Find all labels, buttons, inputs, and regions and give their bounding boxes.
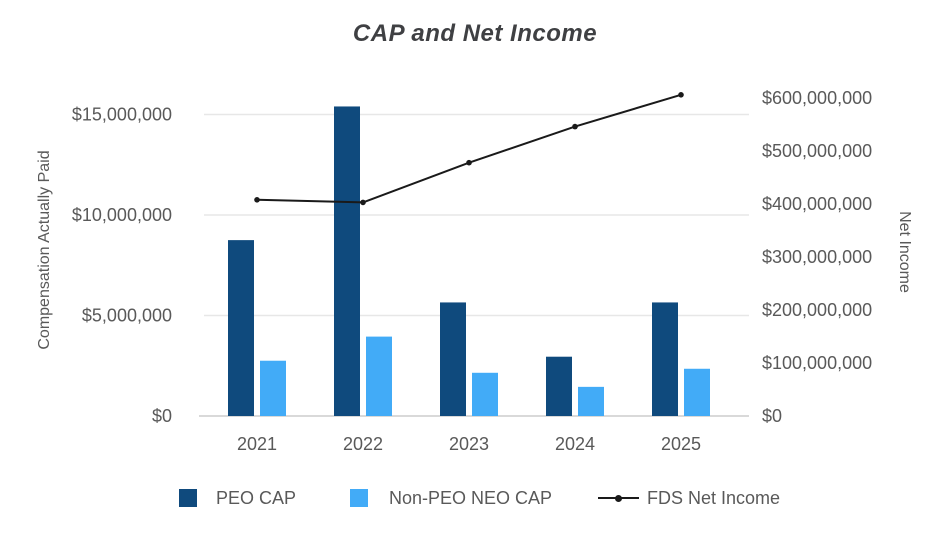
legend-label-non-peo-neo-cap: Non-PEO NEO CAP bbox=[389, 487, 553, 508]
right-axis-tick-label: $0 bbox=[762, 406, 782, 426]
net-income-line bbox=[256, 93, 682, 204]
bar-peo-cap-2024 bbox=[546, 356, 572, 416]
left-axis-tick-label: $5,000,000 bbox=[82, 306, 172, 326]
legend-item-peo-cap: PEO CAP bbox=[179, 487, 296, 509]
bar-peo-cap-2021 bbox=[228, 240, 254, 416]
right-axis-tick-label: $100,000,000 bbox=[762, 353, 872, 373]
bar-peo-cap-2022 bbox=[334, 106, 360, 417]
net-income-marker-2024 bbox=[572, 123, 578, 130]
right-axis-tick-label: $400,000,000 bbox=[762, 194, 872, 214]
net-income-marker-2021 bbox=[254, 197, 260, 203]
legend-label-fds-net-income: FDS Net Income bbox=[647, 487, 781, 508]
bar-non-peo-neo-cap-2023 bbox=[472, 372, 498, 416]
net-income-marker-2022 bbox=[360, 199, 366, 206]
chart-title: CAP and Net Income bbox=[352, 20, 598, 47]
legend-item-fds-net-income: FDS Net Income bbox=[598, 487, 780, 509]
bar-non-peo-neo-cap-2025 bbox=[684, 368, 710, 416]
right-axis-tick-label: $200,000,000 bbox=[762, 300, 872, 320]
left-axis-tick-label: $15,000,000 bbox=[72, 105, 172, 125]
x-axis-label-2023: 2023 bbox=[449, 434, 489, 454]
net-income-marker-2023 bbox=[466, 159, 472, 166]
bar-peo-cap-2025 bbox=[652, 302, 678, 416]
net-income-marker-2025 bbox=[678, 92, 684, 98]
non-peo-neo-cap-swatch-icon bbox=[350, 489, 368, 507]
right-axis-tick-label: $300,000,000 bbox=[762, 247, 872, 267]
bar-peo-cap-2023 bbox=[440, 302, 466, 416]
right-axis-tick-label: $500,000,000 bbox=[762, 141, 872, 161]
left-axis-tick-label: $0 bbox=[152, 406, 172, 426]
x-axis-label-2021: 2021 bbox=[237, 434, 277, 454]
legend-item-non-peo-neo-cap: Non-PEO NEO CAP bbox=[350, 487, 552, 509]
net-income-line-swatch-icon bbox=[598, 489, 639, 507]
left-axis-tick-label: $10,000,000 bbox=[72, 205, 172, 225]
right-axis-tick-label: $600,000,000 bbox=[762, 88, 872, 108]
peo-cap-swatch-icon bbox=[179, 489, 197, 507]
legend-label-peo-cap: PEO CAP bbox=[216, 487, 297, 508]
x-axis-label-2025: 2025 bbox=[661, 434, 701, 454]
bar-non-peo-neo-cap-2021 bbox=[260, 360, 286, 416]
x-axis-label-2024: 2024 bbox=[555, 434, 595, 454]
x-axis-label-2022: 2022 bbox=[343, 434, 383, 454]
bar-non-peo-neo-cap-2024 bbox=[578, 386, 604, 416]
bar-non-peo-neo-cap-2022 bbox=[366, 336, 392, 416]
